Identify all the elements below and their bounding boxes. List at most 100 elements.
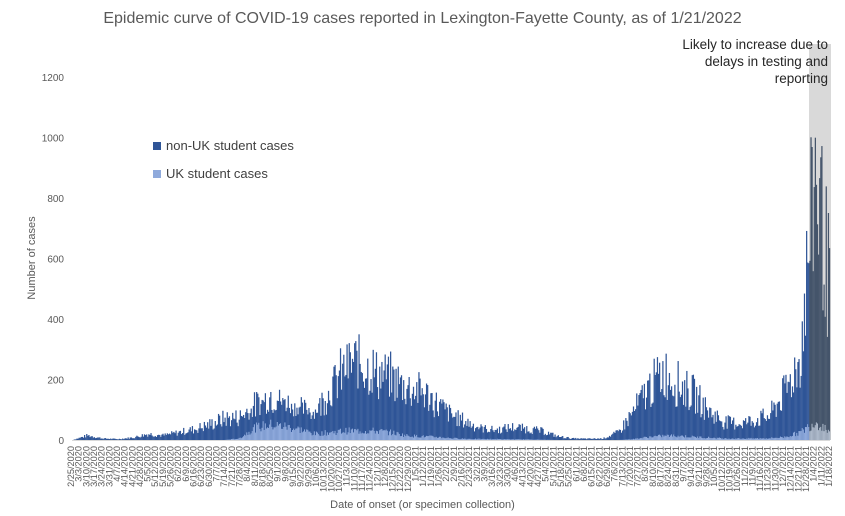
bar-uk: [332, 430, 334, 440]
bar-non-uk: [825, 186, 827, 440]
bar-uk: [441, 438, 443, 440]
bar-uk: [325, 435, 327, 440]
bar-non-uk: [371, 392, 373, 440]
bar-uk: [473, 439, 476, 440]
bar-uk: [254, 432, 257, 440]
bar-non-uk: [754, 425, 757, 440]
bar-non-uk: [303, 399, 306, 440]
bar-uk: [775, 437, 777, 440]
bar-non-uk: [770, 413, 772, 440]
bar-uk: [465, 438, 467, 440]
bar-non-uk: [559, 437, 562, 440]
bar-non-uk: [478, 429, 480, 440]
bar-non-uk: [306, 409, 308, 440]
bar-non-uk: [314, 409, 317, 440]
bar-non-uk: [363, 387, 366, 440]
bar-non-uk: [569, 438, 571, 440]
bar-uk: [500, 439, 502, 440]
bar-uk: [764, 438, 766, 440]
x-tick-label: 2/2/2021: [441, 446, 451, 482]
bar-uk: [347, 432, 349, 440]
bar-uk: [469, 438, 471, 440]
bar-uk: [391, 435, 393, 440]
bar-non-uk: [485, 428, 488, 440]
bar-non-uk: [601, 439, 603, 440]
bar-non-uk: [250, 408, 252, 440]
bar-non-uk: [349, 352, 351, 440]
bar-uk: [726, 439, 728, 440]
bar-non-uk: [686, 370, 688, 440]
bar-non-uk: [653, 358, 655, 440]
bar-uk: [803, 432, 806, 440]
x-tick-label: 3/24/2020: [97, 446, 107, 487]
bar-non-uk: [746, 424, 748, 440]
bar-non-uk: [399, 377, 402, 440]
bar-non-uk: [422, 394, 424, 440]
bar-non-uk: [486, 432, 489, 440]
bar-uk: [752, 438, 754, 440]
bar-non-uk: [528, 431, 530, 440]
bar-non-uk: [535, 426, 538, 440]
bar-non-uk: [564, 438, 566, 440]
bar-uk: [336, 432, 338, 440]
x-tick-label: 9/1/2020: [273, 446, 283, 482]
bar-non-uk: [489, 432, 491, 440]
bar-uk: [799, 431, 801, 440]
bar-non-uk: [490, 428, 492, 440]
bar-non-uk: [392, 366, 394, 440]
bar-uk: [810, 430, 812, 440]
bar-non-uk: [310, 418, 312, 440]
bar-non-uk: [782, 378, 784, 440]
bar-uk: [493, 439, 495, 440]
bar-uk: [664, 435, 666, 440]
bar-non-uk: [612, 433, 614, 440]
bar-uk: [480, 439, 482, 440]
bar-uk: [470, 439, 472, 440]
bar-non-uk: [690, 405, 692, 440]
bar-uk: [740, 438, 742, 440]
bar-uk: [446, 437, 448, 440]
bar-non-uk: [467, 418, 469, 440]
bar-non-uk: [660, 392, 662, 440]
bar-non-uk: [632, 406, 635, 440]
bar-uk: [307, 429, 309, 440]
bar-uk: [769, 438, 771, 440]
bar-uk: [282, 428, 284, 440]
bar-uk: [410, 436, 412, 440]
bar-non-uk: [312, 411, 314, 440]
bar-uk: [797, 435, 799, 440]
bar-uk: [433, 437, 435, 440]
bar-non-uk: [309, 412, 311, 440]
bar-non-uk: [459, 414, 461, 440]
bar-uk: [802, 429, 805, 440]
bar-uk: [285, 426, 287, 440]
bar-uk: [750, 437, 752, 440]
bar-uk: [823, 431, 825, 440]
bar-uk: [249, 434, 251, 440]
bar-non-uk: [131, 438, 134, 440]
bar-non-uk: [435, 392, 437, 440]
bar-non-uk: [510, 430, 513, 440]
bar-uk: [318, 434, 320, 440]
bar-uk: [667, 434, 669, 440]
bar-uk: [464, 438, 466, 440]
bar-non-uk: [640, 389, 642, 440]
bar-non-uk: [718, 420, 721, 440]
bar-non-uk: [670, 386, 673, 440]
bar-non-uk: [384, 354, 386, 440]
bar-uk: [680, 435, 683, 440]
x-tick-label: 8/25/2020: [265, 446, 275, 487]
bar-uk: [468, 438, 470, 440]
bar-uk: [346, 434, 348, 440]
bar-uk: [485, 439, 488, 440]
bar-uk: [827, 429, 830, 440]
bar-uk: [519, 439, 521, 440]
bar-uk: [712, 438, 714, 440]
bar-uk: [631, 439, 634, 440]
bar-uk: [408, 436, 410, 440]
bar-uk: [509, 439, 512, 440]
bar-non-uk: [794, 357, 796, 440]
bar-non-uk: [263, 402, 265, 440]
bar-uk: [436, 437, 439, 440]
bar-non-uk: [439, 401, 441, 440]
